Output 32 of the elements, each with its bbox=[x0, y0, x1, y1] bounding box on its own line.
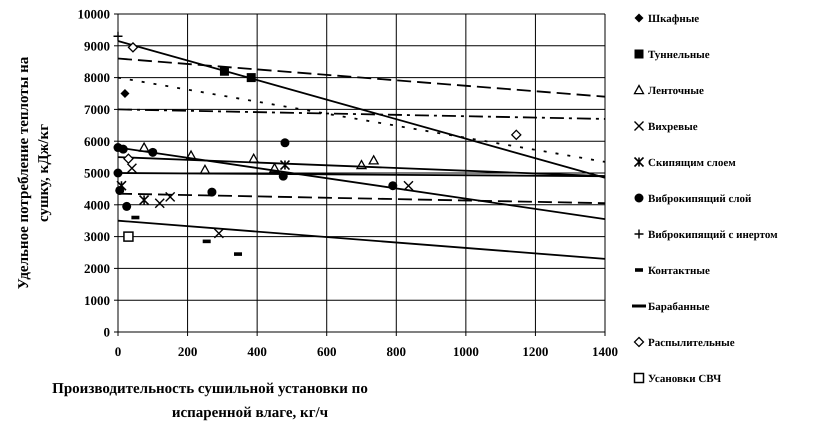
x-tick-label: 1000 bbox=[452, 344, 479, 359]
x-tick-label: 1400 bbox=[592, 344, 618, 359]
legend-label: Контактные bbox=[648, 264, 710, 277]
legend-label: Туннельные bbox=[648, 48, 710, 61]
y-tick-label: 9000 bbox=[84, 38, 110, 54]
legend-label: Вихревые bbox=[648, 120, 698, 133]
x-tick-label: 800 bbox=[386, 344, 406, 359]
legend-label: Ленточные bbox=[648, 84, 704, 97]
y-tick-label: 8000 bbox=[84, 70, 110, 86]
legend-label: Барабанные bbox=[648, 300, 710, 313]
x-tick-label: 400 bbox=[247, 344, 267, 359]
y-tick-label: 3000 bbox=[84, 229, 110, 244]
y-tick-label: 4000 bbox=[84, 197, 110, 212]
y-tick-label: 5000 bbox=[84, 166, 110, 181]
x-tick-label: 600 bbox=[316, 344, 336, 359]
y-tick-label: 0 bbox=[104, 324, 110, 340]
x-tick-label: 200 bbox=[178, 344, 198, 359]
legend-label: Усановки СВЧ bbox=[648, 372, 722, 385]
y-tick-label: 7000 bbox=[84, 102, 110, 117]
y-tick-label: 10000 bbox=[78, 6, 110, 22]
x-tick-label: 1200 bbox=[522, 344, 548, 359]
x-tick-label: 0 bbox=[114, 344, 122, 359]
legend-label: Виброкипящий с инертом bbox=[648, 228, 778, 241]
y-tick-label: 2000 bbox=[84, 260, 110, 276]
legend-label: Скипящим слоем bbox=[648, 156, 736, 169]
y-tick-label: 1000 bbox=[84, 292, 110, 308]
legend-label: Шкафные bbox=[648, 12, 700, 25]
legend-label: Распылительные bbox=[648, 336, 735, 349]
legend-label: Виброкипящий слой bbox=[648, 192, 752, 205]
y-axis-title: Удельное потребление теплоты на сушку, кДж/кг bbox=[16, 56, 52, 290]
y-tick-label: 6000 bbox=[84, 134, 110, 149]
x-axis-title: Производительность сушильной установки по испаренной влаге, кг/ч bbox=[52, 381, 368, 421]
